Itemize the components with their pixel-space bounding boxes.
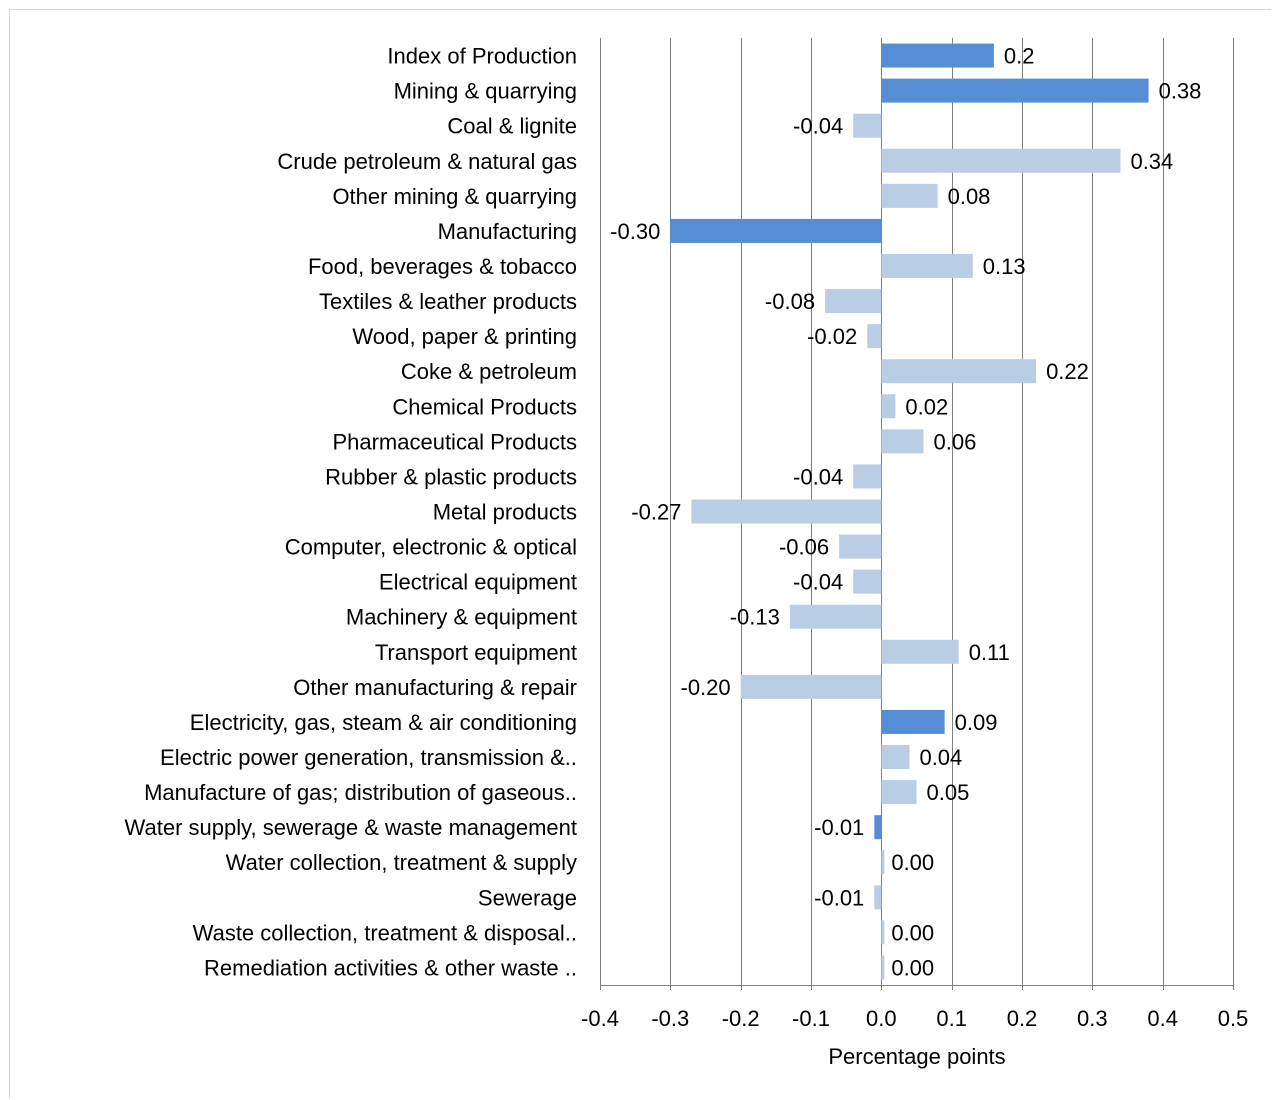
bar <box>881 253 973 278</box>
data-label: 0.2 <box>1004 44 1035 69</box>
category-label: Remediation activities & other waste .. <box>204 955 577 980</box>
data-label: 0.00 <box>891 850 934 875</box>
data-label: 0.04 <box>919 745 962 770</box>
x-tick-label: 0.2 <box>1007 1006 1038 1031</box>
bar <box>881 745 910 770</box>
data-label: 0.34 <box>1130 149 1173 174</box>
bar <box>867 324 882 349</box>
data-label: -0.04 <box>793 464 843 489</box>
x-tick-label: 0.4 <box>1147 1006 1178 1031</box>
category-label: Textiles & leather products <box>319 289 577 314</box>
category-label: Index of Production <box>387 44 577 69</box>
category-label: Mining & quarrying <box>394 79 577 104</box>
x-tick-label: -0.1 <box>792 1006 830 1031</box>
data-label: 0.09 <box>955 710 998 735</box>
bar <box>670 218 882 243</box>
data-label: -0.01 <box>814 815 864 840</box>
data-label: 0.08 <box>948 184 991 209</box>
category-label: Water collection, treatment & supply <box>226 850 577 875</box>
x-tick-label: -0.3 <box>651 1006 689 1031</box>
x-tick-label: 0.5 <box>1218 1006 1249 1031</box>
data-label: -0.13 <box>730 605 780 630</box>
bar <box>881 78 1149 103</box>
data-label: 0.11 <box>969 640 1010 665</box>
bar <box>881 639 959 664</box>
category-label: Food, beverages & tobacco <box>308 254 577 279</box>
bar <box>839 534 882 559</box>
bar <box>881 429 924 454</box>
data-label: 0.22 <box>1046 359 1089 384</box>
category-label: Manufacture of gas; distribution of gase… <box>144 780 577 805</box>
bar <box>881 955 885 980</box>
category-label: Sewerage <box>478 885 577 910</box>
category-label: Pharmaceutical Products <box>332 429 577 454</box>
data-label: -0.04 <box>793 570 843 595</box>
bar <box>740 674 882 699</box>
bar <box>881 850 885 875</box>
category-label: Water supply, sewerage & waste managemen… <box>125 815 577 840</box>
category-label: Chemical Products <box>392 394 577 419</box>
category-label: Other manufacturing & repair <box>293 675 577 700</box>
data-label: -0.04 <box>793 114 843 139</box>
data-label: 0.00 <box>891 920 934 945</box>
data-label: 0.06 <box>934 429 977 454</box>
bar <box>881 359 1037 384</box>
category-label: Wood, paper & printing <box>352 324 577 349</box>
data-label: -0.30 <box>610 219 660 244</box>
x-tick-labels: -0.4 -0.3 -0.2 -0.1 0.0 0.1 0.2 0.3 0.4 0.5 <box>581 1006 1248 1031</box>
bar <box>881 780 917 805</box>
bar <box>853 113 882 138</box>
category-label: Electricity, gas, steam & air conditioni… <box>190 710 577 735</box>
x-tick-label: -0.2 <box>722 1006 760 1031</box>
data-label: -0.20 <box>681 675 731 700</box>
data-label: 0.02 <box>905 394 948 419</box>
data-label: 0.05 <box>927 780 970 805</box>
category-label: Electrical equipment <box>379 570 577 595</box>
bar <box>691 499 882 524</box>
data-label: 0.38 <box>1159 79 1202 104</box>
x-tick-label: 0.0 <box>866 1006 897 1031</box>
bar <box>825 289 882 314</box>
bar <box>881 43 994 68</box>
gridlines <box>600 38 1234 990</box>
chart-frame <box>9 9 1271 1099</box>
data-label: -0.27 <box>631 500 681 525</box>
category-label: Waste collection, treatment & disposal.. <box>193 920 577 945</box>
category-label: Machinery & equipment <box>346 605 577 630</box>
bars <box>670 43 1149 980</box>
bar <box>881 394 896 419</box>
bar <box>874 885 882 910</box>
data-label: -0.02 <box>807 324 857 349</box>
category-label: Computer, electronic & optical <box>285 535 577 560</box>
data-label: -0.01 <box>814 885 864 910</box>
category-labels: Index of Production Mining & quarrying Coa… <box>125 44 577 981</box>
bar <box>874 815 882 840</box>
data-labels: 0.2 0.38 -0.04 0.34 0.08 -0.30 0.13 -0.08 -0.02 0… <box>610 44 1201 981</box>
category-label: Manufacturing <box>438 219 577 244</box>
x-tick-label: 0.3 <box>1077 1006 1108 1031</box>
x-axis-title: Percentage points <box>828 1044 1005 1069</box>
data-label: 0.13 <box>983 254 1026 279</box>
category-label: Metal products <box>433 500 577 525</box>
bar <box>881 148 1121 173</box>
bar <box>881 183 938 208</box>
category-label: Coke & petroleum <box>401 359 577 384</box>
category-label: Rubber & plastic products <box>325 464 577 489</box>
category-label: Transport equipment <box>375 640 577 665</box>
bar <box>881 920 885 945</box>
bar <box>789 604 882 629</box>
x-tick-label: 0.1 <box>936 1006 967 1031</box>
data-label: -0.06 <box>779 535 829 560</box>
category-label: Crude petroleum & natural gas <box>277 149 577 174</box>
x-tick-label: -0.4 <box>581 1006 619 1031</box>
bar <box>853 464 882 489</box>
category-label: Other mining & quarrying <box>332 184 577 209</box>
category-label: Coal & lignite <box>447 114 577 139</box>
bar <box>881 709 945 734</box>
bar <box>853 569 882 594</box>
data-label: -0.08 <box>765 289 815 314</box>
category-label: Electric power generation, transmission … <box>160 745 577 770</box>
data-label: 0.00 <box>891 955 934 980</box>
